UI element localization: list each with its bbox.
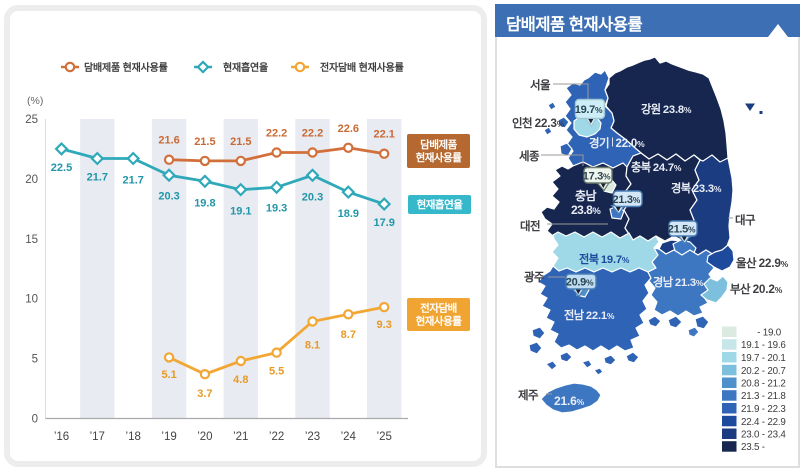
svg-text:5: 5 [32, 354, 38, 366]
svg-text:19.7%: 19.7% [575, 104, 603, 116]
svg-text:25: 25 [25, 114, 38, 126]
svg-text:20.3: 20.3 [158, 190, 179, 202]
svg-text:19.8: 19.8 [194, 197, 215, 209]
svg-text:4.8: 4.8 [233, 374, 248, 386]
svg-text:22.2: 22.2 [266, 128, 287, 140]
svg-text:현재흡연율: 현재흡연율 [223, 61, 268, 74]
svg-text:21.6%: 21.6% [554, 394, 585, 408]
svg-text:’21: ’21 [233, 431, 248, 443]
svg-text:23.8%: 23.8% [571, 203, 601, 217]
svg-text:제주: 제주 [518, 388, 539, 402]
svg-text:0: 0 [32, 414, 38, 426]
svg-text:충북 24.7%: 충북 24.7% [631, 160, 682, 174]
svg-text:5.1: 5.1 [161, 369, 176, 381]
svg-text:부산 20.2%: 부산 20.2% [730, 282, 783, 296]
svg-text:3.7: 3.7 [197, 388, 212, 400]
svg-text:21.7: 21.7 [87, 172, 108, 184]
svg-text:담배제품: 담배제품 [420, 138, 457, 151]
svg-text:8.7: 8.7 [341, 329, 356, 341]
svg-text:’25: ’25 [377, 431, 392, 443]
svg-text:22.2: 22.2 [302, 128, 323, 140]
svg-text:21.9 - 22.3: 21.9 - 22.3 [741, 404, 786, 415]
svg-text:광주: 광주 [524, 271, 545, 284]
svg-text:경북 23.3%: 경북 23.3% [671, 181, 722, 195]
svg-text:21.5: 21.5 [194, 136, 215, 148]
svg-text:전남 22.1%: 전남 22.1% [564, 308, 615, 322]
svg-text:20.8 - 21.2: 20.8 - 21.2 [741, 379, 786, 390]
svg-text:’24: ’24 [341, 431, 357, 443]
svg-text:세종: 세종 [519, 149, 540, 163]
svg-text:19.3: 19.3 [266, 202, 287, 214]
svg-text:전자담배 현재사용률: 전자담배 현재사용률 [320, 61, 404, 74]
svg-text:’20: ’20 [197, 431, 212, 443]
svg-text:15: 15 [25, 234, 38, 246]
svg-text:20.2 - 20.7: 20.2 - 20.7 [741, 366, 786, 377]
svg-text:- 19.0: - 19.0 [757, 328, 782, 339]
svg-text:23.5 -: 23.5 - [741, 442, 765, 453]
svg-text:전북 19.7%: 전북 19.7% [579, 252, 630, 266]
svg-text:23.0 - 23.4: 23.0 - 23.4 [741, 430, 786, 441]
svg-text:인천 22.3%: 인천 22.3% [512, 116, 565, 130]
svg-text:22.0%: 22.0% [616, 138, 646, 150]
svg-text:대전: 대전 [520, 219, 540, 233]
svg-text:9.3: 9.3 [377, 319, 392, 331]
svg-text:20.9%: 20.9% [566, 277, 594, 289]
svg-text:경기: 경기 [589, 136, 609, 150]
svg-text:19.1 - 19.6: 19.1 - 19.6 [741, 340, 786, 351]
svg-text:’17: ’17 [90, 431, 105, 443]
svg-text:20: 20 [25, 174, 38, 186]
svg-text:17.9: 17.9 [373, 217, 394, 229]
svg-text:’22: ’22 [269, 431, 284, 443]
svg-text:21.5%: 21.5% [668, 224, 696, 236]
svg-text:울산 22.9%: 울산 22.9% [736, 256, 789, 270]
svg-text:(%): (%) [27, 95, 43, 107]
svg-text:현재사용률: 현재사용률 [416, 315, 463, 328]
svg-text:22.4 - 22.9: 22.4 - 22.9 [741, 417, 786, 428]
svg-text:충남: 충남 [575, 188, 597, 203]
svg-text:5.5: 5.5 [269, 366, 284, 378]
svg-text:현재흡연율: 현재흡연율 [417, 198, 464, 211]
svg-text:전자담배: 전자담배 [420, 302, 457, 315]
svg-text:21.6: 21.6 [158, 135, 179, 147]
svg-text:강원 23.8%: 강원 23.8% [641, 102, 692, 116]
svg-text:22.1: 22.1 [373, 129, 394, 141]
svg-text:22.6: 22.6 [338, 123, 359, 135]
svg-text:10: 10 [25, 294, 38, 306]
svg-text:21.5: 21.5 [230, 136, 251, 148]
svg-text:18.9: 18.9 [338, 208, 359, 220]
svg-text:21.3%: 21.3% [613, 194, 641, 206]
svg-text:22.5: 22.5 [51, 162, 72, 174]
svg-text:경남 21.3%: 경남 21.3% [653, 275, 704, 289]
svg-text:서울: 서울 [530, 78, 551, 92]
svg-text:현재사용률: 현재사용률 [416, 151, 463, 164]
svg-text:19.1: 19.1 [230, 206, 251, 218]
svg-text:’16: ’16 [54, 431, 69, 443]
svg-text:21.7: 21.7 [122, 175, 143, 187]
svg-text:21.3 - 21.8: 21.3 - 21.8 [741, 391, 786, 402]
svg-text:담배제품 현재사용률: 담배제품 현재사용률 [84, 61, 168, 74]
svg-text:’19: ’19 [161, 431, 176, 443]
svg-text:8.1: 8.1 [305, 340, 320, 352]
svg-text:’18: ’18 [126, 431, 141, 443]
svg-text:대구: 대구 [735, 213, 756, 227]
svg-text:20.3: 20.3 [302, 191, 323, 203]
svg-text:19.7 - 20.1: 19.7 - 20.1 [741, 353, 786, 364]
svg-text:17.3%: 17.3% [583, 170, 611, 182]
svg-text:’23: ’23 [305, 431, 320, 443]
